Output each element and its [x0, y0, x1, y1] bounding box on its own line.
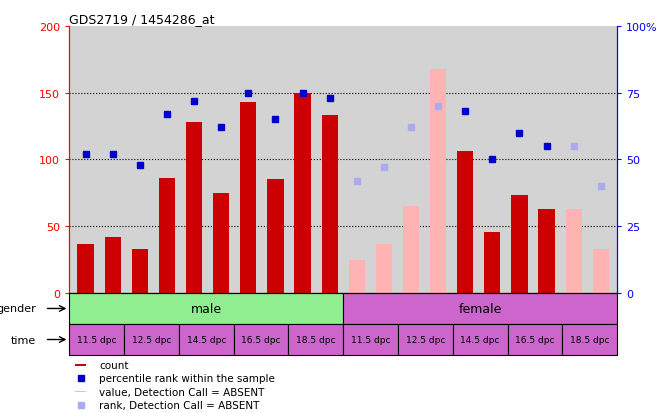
Text: 12.5 dpc: 12.5 dpc — [132, 335, 171, 344]
Bar — [512, 196, 527, 293]
Bar — [593, 249, 609, 293]
Bar — [179, 324, 234, 355]
Bar — [69, 324, 124, 355]
Bar — [398, 324, 453, 355]
Bar — [77, 244, 94, 293]
Bar — [539, 209, 554, 293]
Bar — [132, 249, 148, 293]
Bar — [294, 93, 311, 293]
Text: 18.5 dpc: 18.5 dpc — [570, 335, 609, 344]
Text: GDS2719 / 1454286_at: GDS2719 / 1454286_at — [69, 13, 214, 26]
Bar — [213, 193, 229, 293]
Text: value, Detection Call = ABSENT: value, Detection Call = ABSENT — [100, 387, 265, 396]
Bar — [376, 244, 392, 293]
Text: 18.5 dpc: 18.5 dpc — [296, 335, 335, 344]
Bar — [348, 260, 365, 293]
Text: percentile rank within the sample: percentile rank within the sample — [100, 373, 275, 383]
Bar — [124, 324, 179, 355]
Bar — [234, 324, 288, 355]
Text: 12.5 dpc: 12.5 dpc — [406, 335, 445, 344]
Bar — [484, 232, 500, 293]
Bar — [104, 237, 121, 293]
Bar — [69, 293, 343, 324]
Bar — [267, 180, 284, 293]
Text: rank, Detection Call = ABSENT: rank, Detection Call = ABSENT — [100, 400, 260, 410]
Bar — [453, 324, 508, 355]
Bar — [508, 324, 562, 355]
Bar — [186, 123, 202, 293]
Bar — [343, 324, 398, 355]
Text: count: count — [100, 360, 129, 370]
Bar — [288, 324, 343, 355]
Bar — [321, 116, 338, 293]
Text: 11.5 dpc: 11.5 dpc — [351, 335, 390, 344]
Bar — [159, 179, 175, 293]
Text: 14.5 dpc: 14.5 dpc — [187, 335, 226, 344]
Bar — [562, 324, 617, 355]
Text: gender: gender — [0, 304, 36, 314]
Text: 16.5 dpc: 16.5 dpc — [242, 335, 280, 344]
Bar — [240, 103, 257, 293]
Text: time: time — [11, 335, 36, 345]
Bar — [343, 293, 617, 324]
Bar — [403, 206, 419, 293]
Bar — [566, 209, 582, 293]
Text: 14.5 dpc: 14.5 dpc — [461, 335, 500, 344]
Bar — [430, 69, 446, 293]
Text: 16.5 dpc: 16.5 dpc — [515, 335, 554, 344]
Text: 11.5 dpc: 11.5 dpc — [77, 335, 116, 344]
Text: female: female — [459, 302, 502, 315]
Bar — [75, 391, 86, 392]
Bar — [75, 364, 86, 366]
Bar — [457, 152, 473, 293]
Text: male: male — [191, 302, 222, 315]
